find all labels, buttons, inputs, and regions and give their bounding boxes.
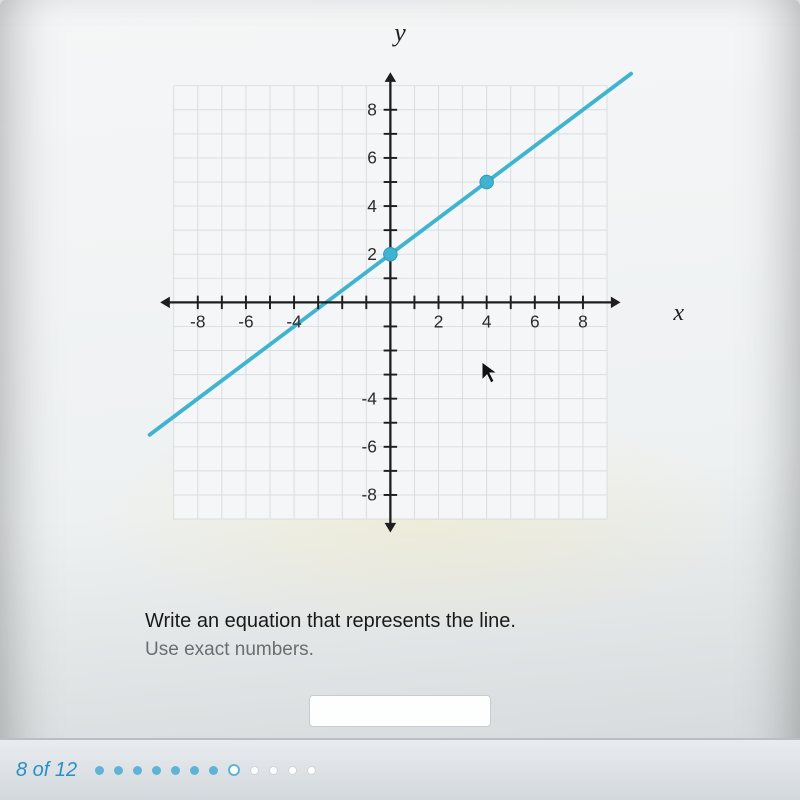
screen: y -8 -6 -4 2 4 6 8 2 4 6 8 -4 -6 -8 x Write an equati…: [0, 0, 800, 800]
coordinate-plane: -8 -6 -4 2 4 6 8 2 4 6 8 -4 -6 -8: [140, 52, 660, 572]
chart-area: y -8-6-424682468-4-6-8 x: [140, 18, 660, 552]
svg-text:2: 2: [434, 311, 444, 331]
svg-text:-4: -4: [286, 311, 302, 331]
progress-dot[interactable]: [288, 766, 297, 775]
progress-dot[interactable]: [228, 764, 240, 776]
progress-dot[interactable]: [250, 766, 259, 775]
svg-text:-6: -6: [361, 437, 376, 457]
prompt-line-2: Use exact numbers.: [145, 639, 516, 661]
y-axis-label: y: [140, 18, 660, 48]
progress-dot[interactable]: [171, 766, 180, 775]
svg-text:4: 4: [367, 196, 377, 216]
chart-box[interactable]: -8-6-424682468-4-6-8 x: [140, 52, 660, 552]
svg-text:4: 4: [482, 311, 492, 331]
prompt-text: Write an equation that represents the li…: [145, 610, 516, 661]
page-indicator: 8 of 12: [16, 759, 77, 782]
progress-bar: 8 of 12: [0, 738, 800, 800]
progress-dot[interactable]: [152, 766, 161, 775]
svg-text:-8: -8: [361, 485, 376, 505]
progress-dot[interactable]: [307, 766, 316, 775]
svg-text:8: 8: [367, 100, 377, 120]
progress-dot[interactable]: [190, 766, 199, 775]
svg-text:-6: -6: [238, 311, 253, 331]
x-axis-label: x: [673, 300, 684, 327]
svg-text:8: 8: [578, 311, 588, 331]
progress-dot[interactable]: [133, 766, 142, 775]
progress-dot[interactable]: [114, 766, 123, 775]
answer-input[interactable]: [309, 695, 491, 727]
svg-text:2: 2: [367, 244, 377, 264]
svg-text:-4: -4: [361, 388, 377, 408]
progress-dot[interactable]: [95, 766, 104, 775]
progress-dot[interactable]: [269, 766, 278, 775]
svg-text:6: 6: [530, 311, 540, 331]
svg-text:6: 6: [367, 148, 377, 168]
progress-dot[interactable]: [209, 766, 218, 775]
progress-dots: [95, 764, 316, 776]
prompt-line-1: Write an equation that represents the li…: [145, 610, 516, 633]
svg-text:-8: -8: [190, 311, 205, 331]
